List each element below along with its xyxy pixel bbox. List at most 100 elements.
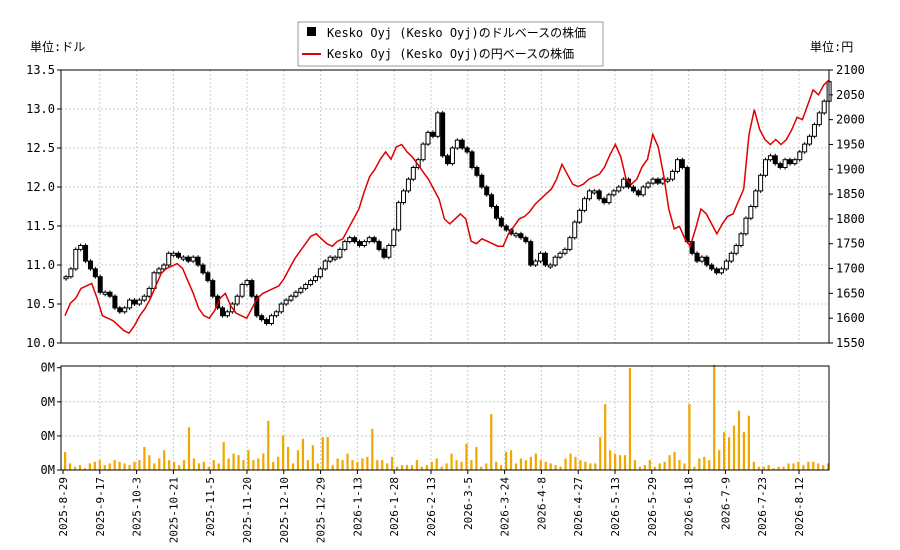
volume-bar [252, 460, 255, 470]
candle [459, 139, 465, 149]
volume-bar [787, 463, 790, 470]
candle [792, 159, 798, 165]
volume-bar [291, 463, 295, 470]
right-tick-label: 1700 [836, 262, 865, 276]
candle [435, 112, 441, 137]
candle [244, 280, 250, 286]
volume-bar [153, 463, 156, 470]
volume-bars [64, 364, 830, 470]
volume-bar [197, 463, 201, 470]
x-tick-label: 2025-10-3 [131, 477, 144, 537]
candle [381, 248, 387, 258]
x-tick-label: 2026-4-27 [572, 477, 585, 537]
price-candles [63, 79, 832, 326]
candle [278, 303, 284, 313]
right-tick-label: 2100 [836, 63, 865, 77]
candle [73, 248, 79, 270]
volume-bar [336, 458, 339, 470]
volume-bar [797, 461, 800, 470]
volume-bar [420, 466, 423, 470]
candle [679, 159, 685, 168]
candle [312, 276, 318, 282]
right-tick-label: 1850 [836, 187, 865, 201]
candle [166, 252, 172, 266]
candle [327, 256, 333, 262]
volume-bar [400, 465, 404, 470]
jpy-price-line [64, 79, 830, 335]
candle [777, 163, 783, 169]
volume-bar [638, 466, 641, 470]
volume-bar [757, 466, 760, 470]
candle [171, 252, 177, 256]
volume-bar [737, 410, 741, 470]
candle [117, 307, 123, 313]
legend-usd-label: Kesko Oyj (Kesko Oyj)のドルベースの株価 [327, 25, 586, 40]
candle [469, 151, 475, 168]
volume-bar [277, 456, 280, 470]
candle [665, 178, 671, 182]
candle [293, 291, 299, 297]
legend: Kesko Oyj (Kesko Oyj)のドルベースの株価 Kesko Oyj… [297, 21, 604, 67]
volume-bar [613, 453, 617, 470]
volume-bar [762, 466, 765, 470]
x-tick-label: 2026-3-5 [462, 477, 475, 530]
candle [97, 276, 103, 293]
candle [635, 190, 641, 196]
volume-bar [722, 432, 726, 470]
candle [415, 159, 421, 168]
candle [552, 256, 558, 266]
volume-bar [232, 453, 235, 470]
candle [386, 245, 392, 258]
volume-bar [742, 432, 746, 470]
volume-bar [822, 465, 825, 470]
x-tick-label: 2025-11-20 [241, 477, 254, 543]
candle [317, 268, 323, 278]
candle [557, 252, 563, 258]
volume-bar [306, 460, 310, 470]
volume-bar [257, 458, 260, 470]
candle [743, 217, 749, 235]
candle [621, 178, 627, 188]
volume-bar [415, 460, 419, 470]
volume-bar [817, 463, 820, 470]
volume-bar [633, 460, 637, 470]
volume-bar [827, 463, 830, 470]
candle [396, 202, 402, 231]
volume-bar [212, 460, 215, 470]
x-tick-label: 2025-11-5 [204, 477, 217, 537]
volume-bar [301, 438, 305, 470]
candle [259, 315, 265, 321]
candle [445, 155, 451, 165]
candle [141, 295, 147, 301]
candle [640, 186, 646, 196]
volume-bar [440, 466, 443, 470]
volume-bar [490, 414, 493, 470]
volume-tick-label: 0M [41, 361, 55, 375]
candle [332, 256, 338, 260]
price-grid [61, 70, 829, 343]
volume-bar [361, 458, 364, 470]
volume-bar [782, 466, 785, 470]
candle [361, 241, 367, 247]
candle [611, 190, 617, 196]
volume-bar [673, 451, 676, 470]
volume-bar [430, 461, 433, 470]
volume-axis-ticks: 0M 0M 0M 0M [41, 361, 61, 477]
candle [772, 155, 778, 165]
candle [709, 264, 715, 270]
candle [787, 159, 793, 165]
volume-bar [237, 455, 240, 470]
right-axis-ticks: 1550 1600 1650 1700 1750 1800 1850 1900 1950 2000… [829, 63, 865, 350]
volume-bar [316, 463, 319, 470]
candle [606, 194, 612, 204]
volume-bar [643, 465, 646, 470]
candle [342, 241, 348, 250]
candle [811, 124, 817, 137]
candle [655, 178, 661, 184]
candle [122, 307, 128, 313]
candle [347, 237, 353, 243]
volume-bar [351, 460, 354, 470]
volume-bar [217, 463, 220, 470]
volume-bar [470, 460, 473, 470]
volume-bar [777, 466, 780, 470]
